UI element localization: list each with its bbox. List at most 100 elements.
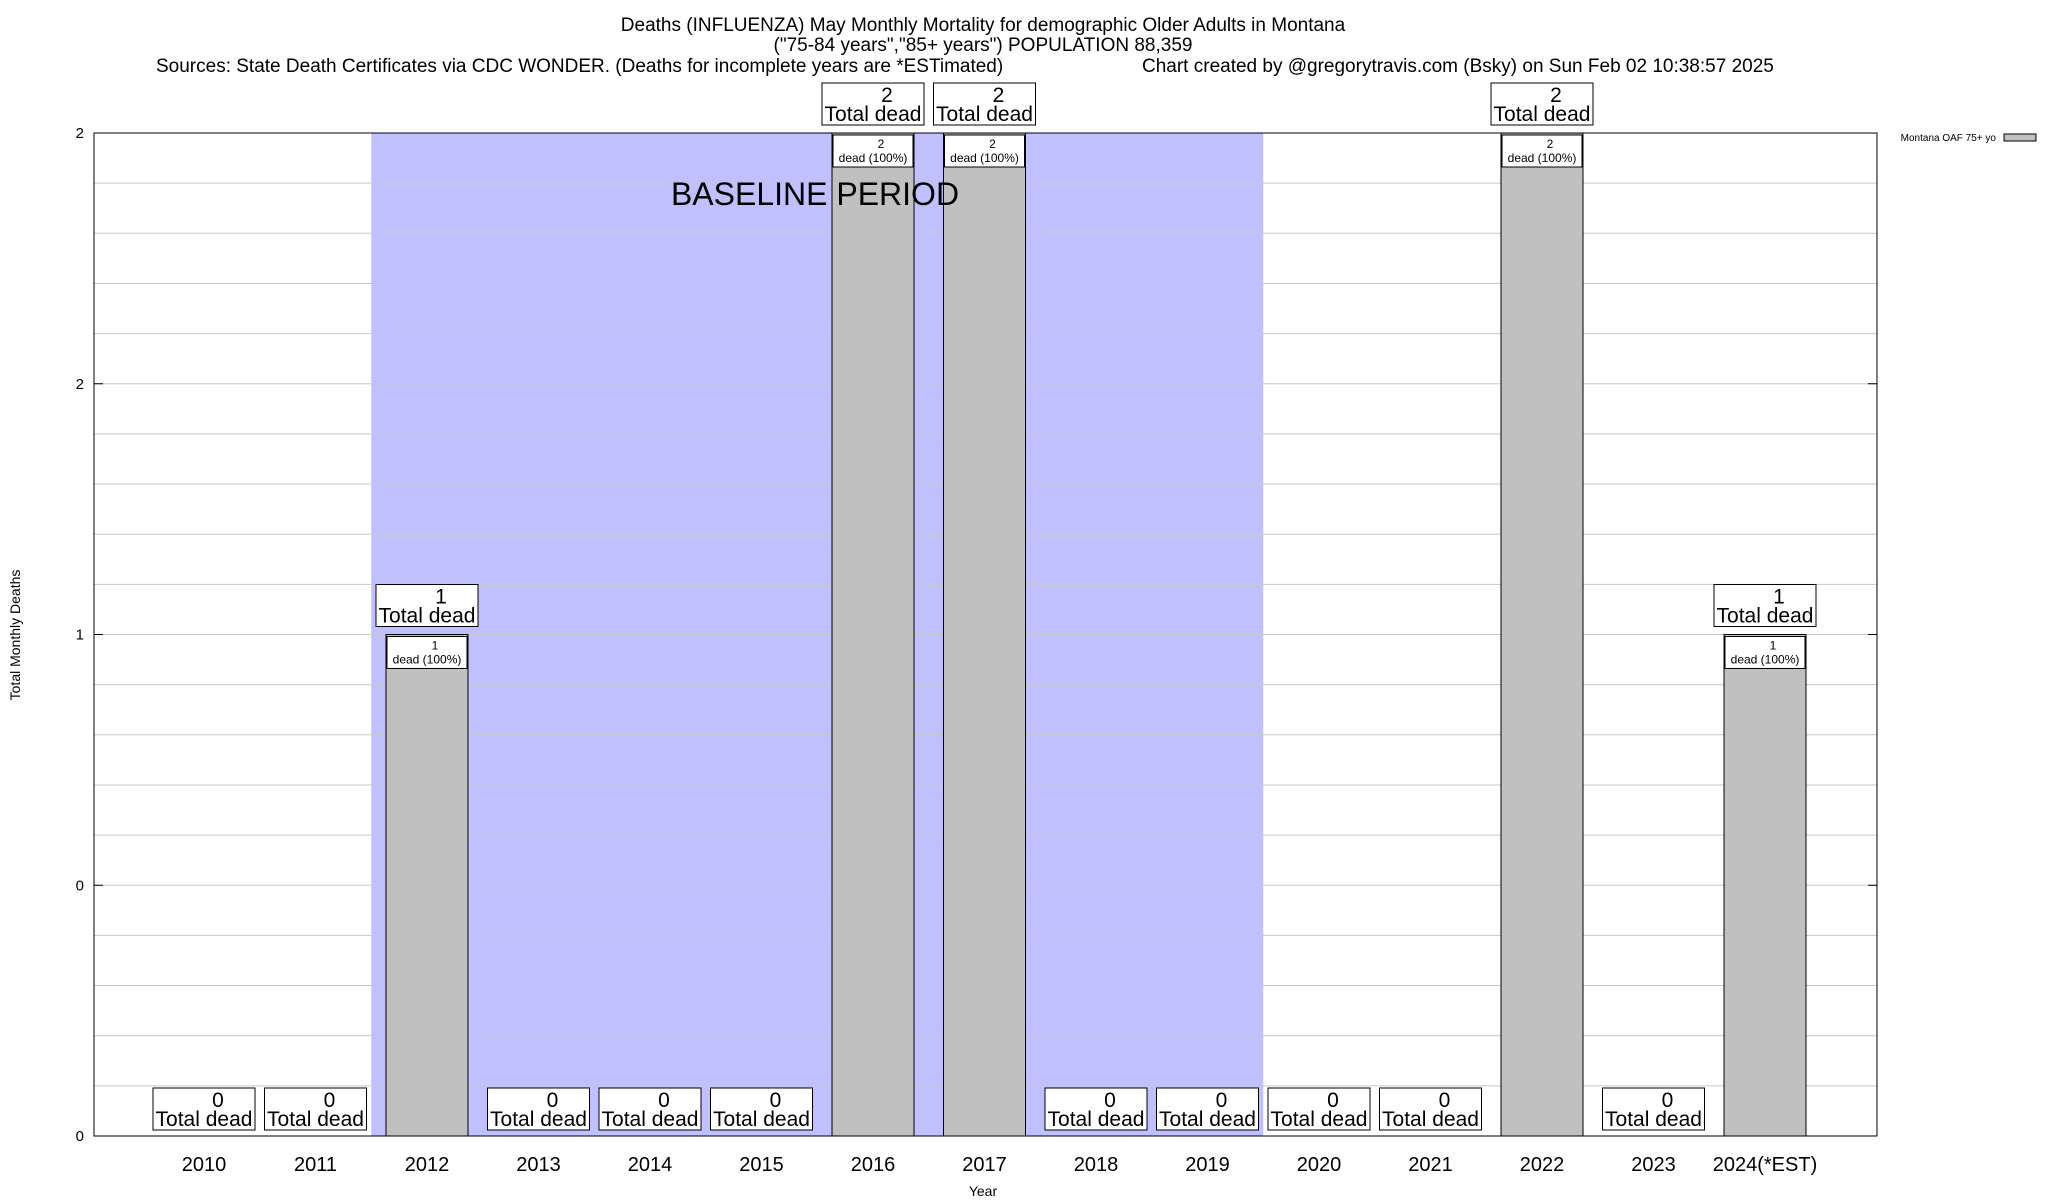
inner-dead-value: 1 — [432, 639, 439, 653]
x-tick-label: 2023 — [1631, 1154, 1676, 1176]
legend-swatch — [2003, 133, 2037, 142]
total-dead-caption: Total dead — [602, 1108, 699, 1131]
x-tick-label: 2012 — [405, 1154, 450, 1176]
inner-dead-label-box — [386, 636, 468, 669]
inner-dead-value: 2 — [1547, 137, 1554, 151]
x-tick-label: 2020 — [1297, 1154, 1342, 1176]
inner-dead-value: 2 — [878, 137, 885, 151]
inner-dead-caption: dead (100%) — [839, 151, 908, 165]
y-tick-label: 0 — [76, 877, 84, 894]
total-dead-value: 0 — [1662, 1089, 1674, 1112]
total-dead-value: 2 — [1550, 84, 1562, 107]
total-dead-label-box — [152, 1087, 256, 1131]
x-tick-label: 2019 — [1185, 1154, 1230, 1176]
x-tick-label: 2015 — [739, 1154, 784, 1176]
total-dead-label-box — [933, 82, 1036, 126]
x-tick-label: 2022 — [1520, 1154, 1565, 1176]
total-dead-label-box — [1490, 82, 1594, 126]
total-dead-caption: Total dead — [1717, 605, 1814, 628]
inner-dead-caption: dead (100%) — [1731, 653, 1800, 667]
total-dead-value: 0 — [1327, 1089, 1339, 1112]
total-dead-label-box — [1379, 1087, 1482, 1131]
legend: Montana OAF 75+ yo — [1901, 133, 2037, 144]
bar — [943, 132, 1026, 1137]
total-dead-value: 1 — [1773, 586, 1785, 609]
x-tick-label: 2014 — [628, 1154, 673, 1176]
y-tick-label: 0 — [76, 1128, 84, 1145]
total-dead-label-box — [598, 1087, 702, 1131]
x-tick-label: 2011 — [294, 1154, 337, 1176]
total-dead-label-box — [1267, 1087, 1371, 1131]
total-dead-value: 0 — [547, 1089, 559, 1112]
y-axis-label: Total Monthly Deaths — [7, 570, 23, 701]
bar — [831, 132, 915, 1137]
total-dead-value: 0 — [658, 1089, 670, 1112]
total-dead-caption: Total dead — [713, 1108, 810, 1131]
inner-dead-label-box — [1501, 134, 1583, 168]
total-dead-value: 0 — [1439, 1089, 1451, 1112]
total-dead-caption: Total dead — [1605, 1108, 1702, 1131]
x-tick-label: 2017 — [962, 1154, 1007, 1176]
total-dead-caption: Total dead — [825, 103, 922, 126]
total-dead-label-box — [1156, 1087, 1259, 1131]
total-dead-caption: Total dead — [156, 1108, 253, 1131]
chart-subtitle: ("75-84 years","85+ years") POPULATION 8… — [774, 35, 1193, 56]
y-tick-label: 2 — [76, 125, 84, 142]
inner-dead-label-box — [1724, 636, 1806, 669]
baseline-period-label: BASELINE PERIOD — [671, 176, 959, 212]
total-dead-caption: Total dead — [490, 1108, 587, 1131]
total-dead-caption: Total dead — [1159, 1108, 1256, 1131]
x-tick-label: 2024(*EST) — [1713, 1154, 1818, 1176]
inner-dead-label-box — [944, 134, 1025, 168]
total-dead-label-box — [487, 1087, 590, 1131]
total-dead-label-box — [1713, 584, 1817, 627]
inner-dead-caption: dead (100%) — [950, 151, 1019, 165]
chart-sources: Sources: State Death Certificates via CD… — [156, 56, 1003, 77]
y-tick-label: 1 — [76, 627, 84, 644]
total-dead-value: 0 — [1104, 1089, 1116, 1112]
total-dead-label-box — [821, 82, 925, 126]
inner-dead-value: 2 — [989, 137, 996, 151]
total-dead-value: 0 — [324, 1089, 336, 1112]
x-tick-label: 2010 — [182, 1154, 227, 1176]
bar — [385, 634, 469, 1137]
total-dead-label-box — [264, 1087, 367, 1131]
bar — [1500, 132, 1584, 1137]
total-dead-value: 0 — [770, 1089, 782, 1112]
total-dead-value: 2 — [881, 84, 893, 107]
total-dead-value: 0 — [212, 1089, 224, 1112]
x-axis-label: Year — [969, 1183, 998, 1199]
total-dead-caption: Total dead — [379, 605, 476, 628]
y-tick-label: 2 — [76, 376, 84, 393]
total-dead-caption: Total dead — [936, 103, 1033, 126]
total-dead-label-box — [710, 1087, 813, 1131]
total-dead-label-box — [1044, 1087, 1148, 1131]
total-dead-caption: Total dead — [1494, 103, 1591, 126]
total-dead-caption: Total dead — [1271, 1108, 1368, 1131]
total-dead-caption: Total dead — [267, 1108, 364, 1131]
total-dead-value: 2 — [993, 84, 1005, 107]
x-tick-label: 2013 — [516, 1154, 561, 1176]
inner-dead-caption: dead (100%) — [393, 653, 462, 667]
total-dead-caption: Total dead — [1382, 1108, 1479, 1131]
chart-credit: Chart created by @gregorytravis.com (Bsk… — [1142, 56, 1774, 77]
total-dead-caption: Total dead — [1048, 1108, 1145, 1131]
total-dead-label-box — [375, 584, 479, 627]
